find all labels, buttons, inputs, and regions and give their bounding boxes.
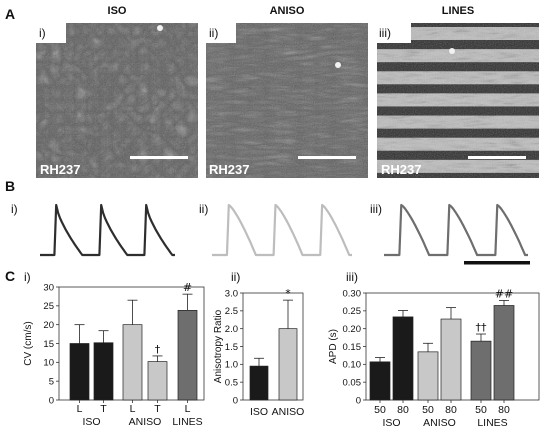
group-label: ANISO	[129, 416, 162, 428]
bar-label: ANISO	[272, 406, 305, 418]
y-tick-label: 15	[43, 339, 54, 350]
bar-label: L	[185, 403, 191, 415]
bar-label: 80	[445, 404, 457, 416]
bar	[93, 342, 114, 401]
bar-label: L	[130, 403, 136, 415]
title-iso: ISO	[108, 5, 127, 17]
panel-letter-a: A	[5, 6, 15, 22]
bar	[417, 351, 439, 401]
bar	[147, 361, 168, 401]
panel-letter-b: B	[5, 178, 15, 194]
y-tick-label: 0	[49, 395, 54, 406]
bar	[440, 318, 462, 401]
panel-letter-c: C	[5, 268, 15, 284]
y-tick-label: 0.5	[225, 377, 238, 388]
micrograph-iso	[36, 23, 198, 178]
label-c-iii: iii)	[346, 270, 358, 284]
significance-marker: ††	[476, 321, 488, 334]
label-c-ii: ii)	[231, 270, 240, 284]
group-label: ISO	[382, 417, 400, 429]
scale-bar	[298, 156, 356, 159]
stain-label-iso: RH237	[40, 162, 80, 177]
trace-3	[384, 203, 528, 257]
bar-label: 50	[374, 404, 386, 416]
bar-label: 50	[475, 404, 487, 416]
bar-label: ISO	[250, 406, 268, 418]
micrograph-aniso	[206, 23, 368, 178]
label-c-i: i)	[24, 270, 31, 284]
y-tick-label: 30	[43, 282, 54, 293]
y-tick-label: 0.05	[343, 377, 362, 388]
group-label: LINES	[477, 417, 507, 429]
title-aniso: ANISO	[270, 5, 305, 17]
bar-label: 50	[422, 404, 434, 416]
y-tick-label: 2.0	[225, 324, 238, 335]
bar	[392, 316, 414, 401]
significance-marker: *	[285, 287, 291, 300]
action-potential-traces	[40, 203, 528, 257]
y-tick-label: 0.30	[343, 288, 362, 299]
bar-label: T	[100, 403, 107, 415]
significance-marker: #	[183, 281, 192, 294]
bar-label: L	[77, 403, 83, 415]
y-tick-label: 10	[43, 358, 54, 369]
label-b-ii: ii)	[199, 202, 208, 216]
y-axis-label: APD (s)	[328, 329, 339, 364]
label-b-iii: iii)	[370, 202, 382, 216]
y-tick-label: 0.25	[343, 306, 362, 317]
label-b-i: i)	[11, 202, 18, 216]
y-tick-label: 1.5	[225, 342, 238, 353]
time-scale-bar	[464, 261, 530, 265]
label-a-ii: ii)	[209, 26, 218, 40]
y-tick-label: 3.0	[225, 288, 238, 299]
bar	[369, 361, 391, 401]
y-tick-label: 0.10	[343, 360, 362, 371]
y-tick-label: 0.20	[343, 324, 362, 335]
bar	[69, 343, 90, 401]
stain-label-aniso: RH237	[209, 162, 249, 177]
y-tick-label: 0	[356, 395, 361, 406]
group-label: ANISO	[423, 417, 456, 429]
bar	[249, 365, 269, 401]
bar	[177, 310, 198, 401]
trace-1	[40, 203, 175, 257]
group-label: ISO	[82, 416, 100, 428]
group-label: LINES	[172, 416, 202, 428]
y-tick-label: 0	[233, 395, 238, 406]
y-tick-label: 2.5	[225, 306, 238, 317]
stain-label-lines: RH237	[381, 162, 421, 177]
bar-label: T	[154, 403, 161, 415]
scale-bar	[468, 156, 526, 159]
bar-label: 80	[498, 404, 510, 416]
y-tick-label: 25	[43, 301, 54, 312]
y-tick-label: 1.0	[225, 360, 238, 371]
bar	[278, 328, 298, 401]
micrograph-lines	[377, 23, 539, 178]
scale-bar	[130, 156, 188, 159]
bar	[122, 324, 143, 401]
bar	[493, 305, 515, 401]
label-a-i: i)	[39, 26, 46, 40]
y-axis-label: CV (cm/s)	[23, 321, 34, 365]
apd-bar-chart: 0 0.05 0.10 0.15 0.20 0.25 0.30 APD (s) 50 80 50 80…	[328, 287, 540, 429]
trace-2	[212, 203, 352, 257]
y-tick-label: 0.15	[343, 342, 362, 353]
bar	[470, 340, 492, 401]
significance-marker: †	[155, 343, 161, 356]
title-lines: LINES	[442, 5, 474, 17]
label-a-iii: iii)	[379, 26, 391, 40]
significance-marker: ##	[495, 287, 513, 300]
y-axis-label: Anisotropy Ratio	[213, 309, 224, 383]
bar-label: 80	[397, 404, 409, 416]
y-tick-label: 20	[43, 320, 54, 331]
y-tick-label: 5	[49, 376, 54, 387]
